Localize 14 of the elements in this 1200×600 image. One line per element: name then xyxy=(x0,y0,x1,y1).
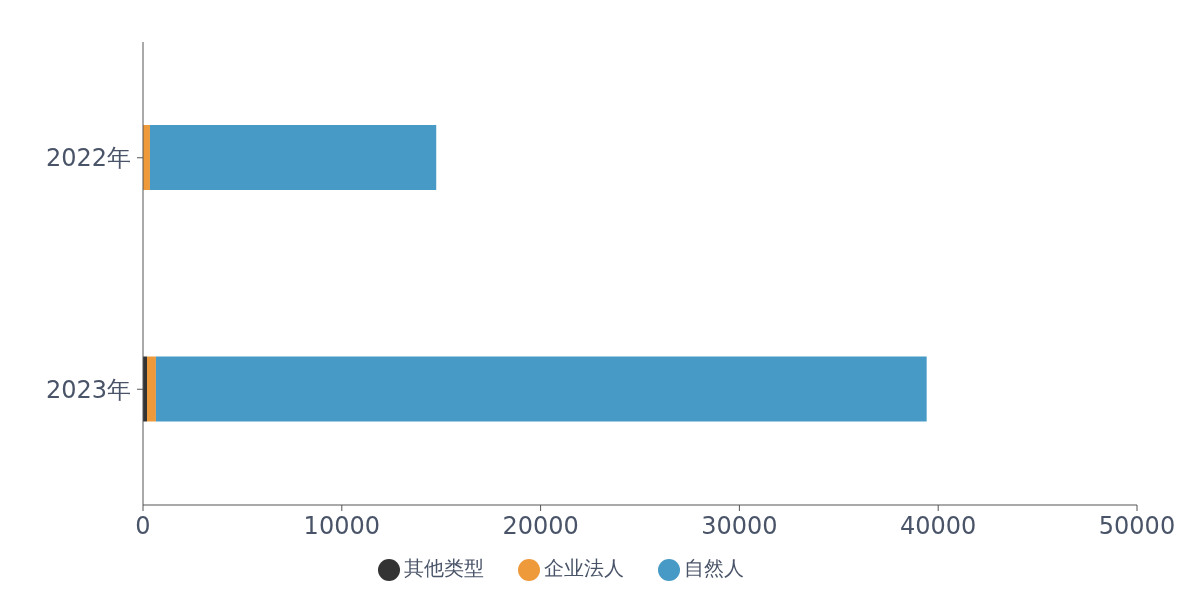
legend-label: 自然人 xyxy=(683,556,744,580)
x-tick-label: 30000 xyxy=(701,512,778,541)
legend-label: 其他类型 xyxy=(403,556,484,580)
bar xyxy=(149,125,437,190)
x-tick-label: 0 xyxy=(135,512,151,541)
x-tick-label: 20000 xyxy=(502,512,579,541)
bar xyxy=(146,356,156,422)
x-tick-label: 10000 xyxy=(303,512,380,541)
bar xyxy=(155,356,927,422)
x-tick-label: 50000 xyxy=(1098,512,1176,541)
x-tick-label: 40000 xyxy=(900,512,977,541)
y-tick-label: 2023年 xyxy=(45,375,131,404)
y-tick-label: 2022年 xyxy=(45,144,131,173)
legend-label: 企业法人 xyxy=(543,556,624,580)
